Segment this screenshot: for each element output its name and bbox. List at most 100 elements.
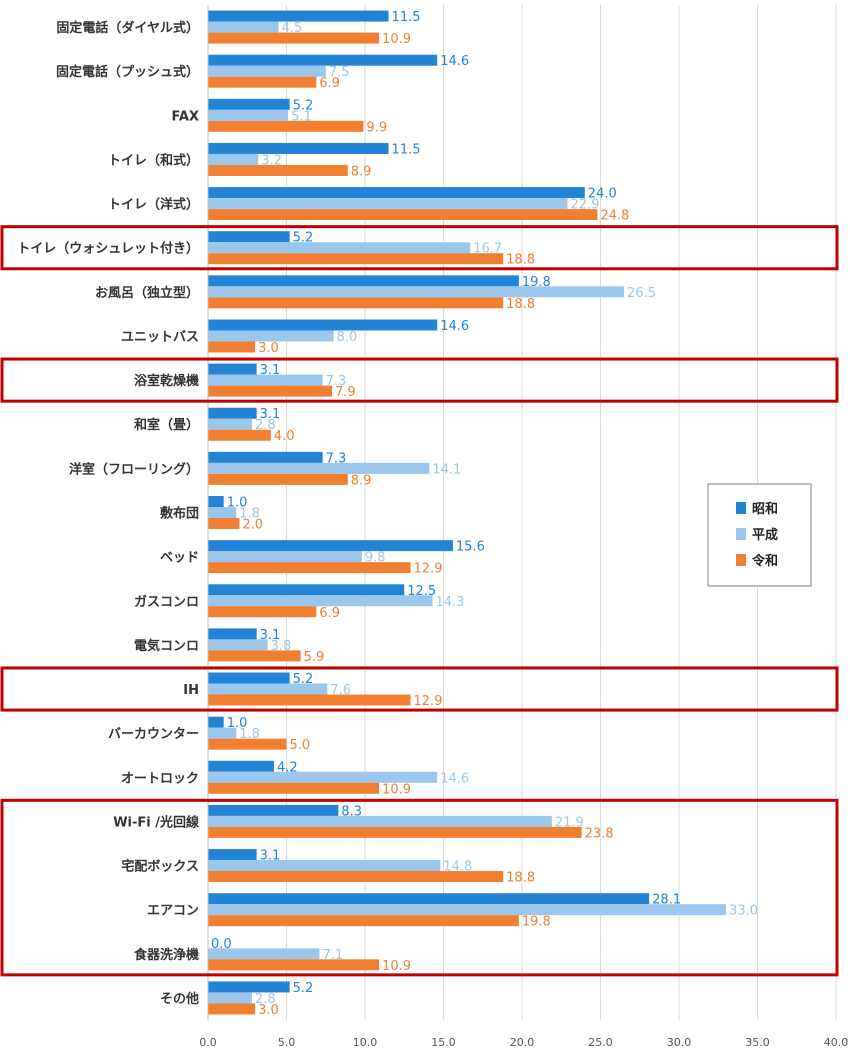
bar [208, 297, 504, 309]
bar [208, 727, 237, 739]
x-tick-label: 5.0 [278, 1036, 296, 1049]
category-label: IH [183, 683, 199, 698]
value-label: 3.0 [258, 1003, 279, 1018]
value-label: 4.2 [277, 760, 298, 775]
bar [208, 142, 389, 154]
bar [208, 540, 453, 552]
bar [208, 198, 568, 210]
value-label: 5.2 [293, 672, 314, 687]
value-label: 33.0 [729, 904, 758, 919]
bar [208, 639, 268, 651]
value-label: 7.1 [322, 948, 343, 963]
bar [208, 10, 389, 22]
bar [208, 562, 411, 574]
highlight-box [0, 357, 839, 403]
x-tick-label: 25.0 [588, 1036, 613, 1049]
value-label: 10.9 [382, 32, 411, 47]
bar [208, 330, 334, 342]
legend-label: 平成 [752, 527, 778, 543]
bar [208, 109, 289, 121]
bar [208, 286, 625, 298]
x-tick-label: 40.0 [824, 1036, 849, 1049]
value-label: 6.9 [319, 76, 340, 91]
category-label: エアコン [147, 904, 199, 919]
bar [208, 948, 320, 960]
bar [208, 374, 323, 386]
value-label: 18.8 [506, 297, 535, 312]
value-label: 8.0 [337, 330, 358, 345]
bar [208, 760, 274, 772]
bar [208, 231, 290, 243]
value-label: 1.8 [239, 727, 260, 742]
value-label: 1.0 [227, 496, 248, 511]
x-tick-label: 0.0 [199, 1036, 217, 1049]
category-label: 固定電話（プッシュ式） [56, 64, 199, 80]
category-label: 電気コンロ [134, 638, 199, 654]
value-label: 11.5 [392, 10, 421, 25]
value-label: 6.9 [319, 606, 340, 621]
bar [208, 860, 441, 872]
category-label: バーカウンター [108, 727, 199, 742]
bar [208, 804, 339, 816]
value-label: 3.0 [258, 341, 279, 356]
category-label: トイレ（和式） [108, 152, 199, 168]
bar [208, 153, 259, 165]
value-label: 24.0 [588, 187, 617, 202]
category-label: オートロック [121, 771, 199, 786]
value-label: 8.3 [341, 804, 362, 819]
bar [208, 1003, 256, 1015]
bar [208, 915, 519, 927]
bar [208, 683, 328, 695]
value-label: 5.2 [293, 98, 314, 113]
category-label: トイレ（ウォシュレット付き） [17, 241, 199, 257]
bar [208, 209, 598, 221]
value-label: 14.6 [440, 54, 469, 69]
value-label: 3.1 [260, 407, 281, 422]
category-label: ユニットバス [121, 330, 199, 345]
value-label: 1.8 [239, 507, 260, 522]
bar [208, 21, 279, 33]
value-label: 5.2 [293, 981, 314, 996]
highlight-box [0, 225, 839, 271]
value-label: 19.8 [522, 915, 551, 930]
value-label: 7.3 [326, 374, 347, 389]
value-label: 4.5 [282, 21, 303, 36]
category-label: ベッド [160, 551, 199, 566]
legend-label: 令和 [752, 553, 778, 569]
bar [208, 473, 348, 485]
bar [208, 275, 519, 287]
value-label: 0.0 [211, 937, 232, 952]
bar [208, 628, 257, 640]
value-label: 5.1 [291, 109, 312, 124]
legend-swatch [736, 554, 746, 566]
category-label: トイレ（洋式） [108, 197, 199, 213]
value-label: 3.8 [271, 639, 292, 654]
value-label: 3.1 [260, 628, 281, 643]
value-label: 24.8 [600, 209, 629, 224]
value-label: 3.1 [260, 849, 281, 864]
legend-swatch [736, 502, 746, 514]
value-label: 4.0 [274, 429, 295, 444]
bar [208, 904, 727, 916]
bar [208, 98, 290, 110]
category-label: 固定電話（ダイヤル式） [56, 20, 199, 36]
category-label: 宅配ボックス [121, 859, 199, 875]
category-label: 和室（畳） [134, 417, 199, 433]
gridlines [286, 5, 837, 1020]
value-label: 5.0 [290, 738, 311, 753]
bar [208, 992, 252, 1004]
bar [208, 164, 348, 176]
bar [208, 507, 237, 518]
bar [208, 606, 317, 618]
value-label: 2.8 [255, 418, 276, 433]
value-label: 5.2 [293, 231, 314, 246]
category-label: お風呂（独立型） [95, 285, 199, 301]
bar [208, 120, 364, 132]
highlight-boxes [0, 225, 839, 977]
x-tick-label: 10.0 [353, 1036, 378, 1049]
bar [208, 418, 252, 430]
bar [208, 32, 380, 44]
category-label: 食器洗浄機 [134, 947, 199, 963]
bar [208, 385, 333, 397]
value-label: 2.0 [242, 518, 263, 533]
